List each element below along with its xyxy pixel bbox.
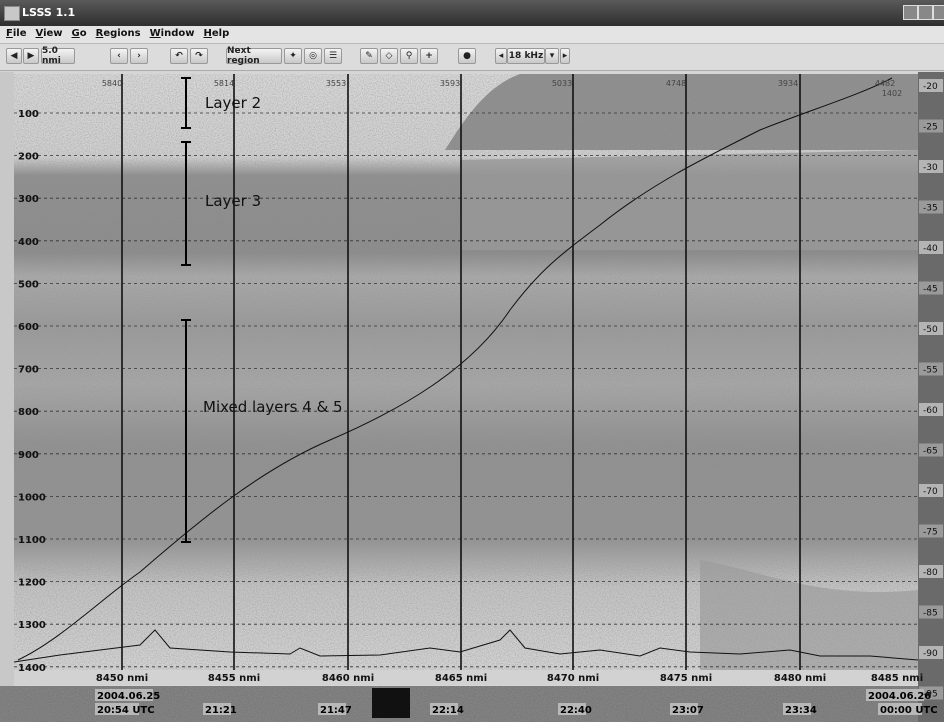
color-scale-label: -35 [923,204,938,214]
ping-number: 5033 [552,79,572,88]
ping-number: 5814 [214,79,234,88]
record-button[interactable]: ● [458,48,476,64]
depth-label: 300 [18,194,39,205]
color-scale-label: -25 [923,123,938,133]
depth-label: 1300 [18,620,46,631]
depth-label: 900 [18,450,39,461]
color-scale-label: -45 [923,285,938,295]
ping-number: 3593 [440,79,460,88]
depth-label: 600 [18,322,39,333]
minimize-button[interactable] [903,5,918,20]
region-tool[interactable]: ✦ [284,48,302,64]
color-scale-label: -40 [923,244,938,254]
freq-prev[interactable]: ◂ [495,48,507,64]
distance-label: 8465 nmi [435,673,487,684]
depth-label: 200 [18,152,39,163]
depth-label: 800 [18,407,39,418]
depth-label: 1200 [18,578,46,589]
layer-annotation: Mixed layers 4 & 5 [203,398,343,416]
menu-item[interactable]: File [6,28,26,39]
date-label: 2004.06.25 [97,691,160,702]
left-ruler [0,72,14,722]
menu-item[interactable]: Window [150,28,195,39]
distance-label: 8460 nmi [322,673,374,684]
color-scale-label: -80 [923,568,938,578]
color-scale-label: -75 [923,528,938,538]
menu-item[interactable]: Regions [96,28,141,39]
maximize-button[interactable] [918,5,933,20]
color-scale-label: -20 [923,82,938,92]
distance-label: 8450 nmi [96,673,148,684]
next-button[interactable]: ▶ [23,48,39,64]
list-tool[interactable]: ☰ [324,48,342,64]
frequency-dropdown[interactable]: ▾ [545,48,559,64]
max-depth-label: 1402 [882,89,902,98]
menu-item[interactable]: Help [203,28,229,39]
freq-next[interactable]: ▸ [560,48,570,64]
timeline-block [372,688,410,718]
color-scale-label: -55 [923,366,938,376]
distance-label: 8470 nmi [547,673,599,684]
ping-number: 4482 [875,79,895,88]
distance-field[interactable]: 5.0 nmi [41,48,75,64]
time-label: 00:00 UTC [880,705,938,716]
toolbar: ◀ ▶ 5.0 nmi ‹ › ↶ ↷ Next region ✦ ◎ ☰ ✎ … [0,44,944,71]
ping-number: 5840 [102,79,122,88]
color-scale-label: -85 [923,609,938,619]
distance-label: 8455 nmi [208,673,260,684]
time-label: 22:40 [560,705,592,716]
ping-number: 3934 [778,79,798,88]
time-label: 21:21 [205,705,237,716]
target-tool[interactable]: ◎ [304,48,322,64]
erase-tool[interactable]: ◇ [380,48,398,64]
echogram-view: 100 200 300 400 500 600 700 800 900 1000 1100 1200 1… [0,70,944,722]
back-button[interactable]: ‹ [110,48,128,64]
depth-label: 400 [18,237,39,248]
distance-label: 8485 nmi [871,673,923,684]
time-label: 23:34 [785,705,817,716]
title-bar: LSSS 1.1 [0,0,944,26]
depth-label: 1100 [18,535,46,546]
depth-label: 500 [18,279,39,290]
time-label: 21:47 [320,705,352,716]
window-title: LSSS 1.1 [22,6,75,19]
prev-button[interactable]: ◀ [6,48,22,64]
depth-label: 700 [18,365,39,376]
ping-number: 3553 [326,79,346,88]
date-label: 2004.06.26 [868,691,931,702]
add-tool[interactable]: + [420,48,438,64]
undo-button[interactable]: ↶ [170,48,188,64]
layer-annotation: Layer 2 [205,94,261,112]
menu-item[interactable]: View [35,28,62,39]
color-scale-label: -65 [923,447,938,457]
depth-label: 1000 [18,492,46,503]
app-icon [4,6,20,21]
close-button[interactable] [933,5,944,20]
menu-bar: File View Go Regions Window Help [0,26,944,44]
color-scale-label: -90 [923,649,938,659]
edit-tool[interactable]: ✎ [360,48,378,64]
time-label: 23:07 [672,705,704,716]
frequency-field[interactable]: 18 kHz [507,48,545,64]
color-scale-label: -60 [923,406,938,416]
color-scale-label: -50 [923,325,938,335]
next-region-button[interactable]: Next region [226,48,282,64]
color-scale-label: -30 [923,163,938,173]
depth-label: 1400 [18,663,46,674]
depth-label: 100 [18,109,39,120]
color-scale-label: -70 [923,487,938,497]
time-label: 20:54 UTC [97,705,155,716]
redo-button[interactable]: ↷ [190,48,208,64]
layer-annotation: Layer 3 [205,192,261,210]
ping-number: 4748 [666,79,686,88]
time-label: 22:14 [432,705,464,716]
echo-texture [14,74,918,670]
distance-label: 8480 nmi [774,673,826,684]
menu-item[interactable]: Go [72,28,87,39]
distance-label: 8475 nmi [660,673,712,684]
forward-button[interactable]: › [130,48,148,64]
app-window: LSSS 1.1 File View Go Regions Window Help ◀ ▶… [0,0,944,722]
zoom-tool[interactable]: ⚲ [400,48,418,64]
